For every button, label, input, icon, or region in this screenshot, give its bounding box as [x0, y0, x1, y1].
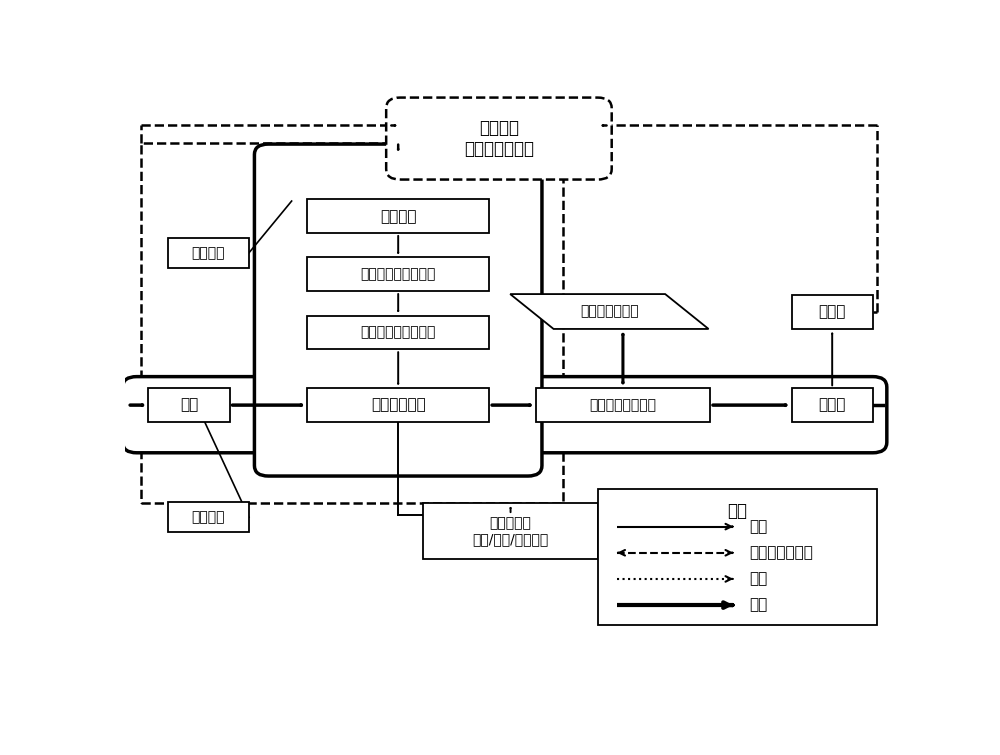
FancyBboxPatch shape: [792, 388, 873, 422]
Text: 控制和反馈信号: 控制和反馈信号: [749, 545, 813, 560]
Text: 液路模块: 液路模块: [192, 246, 225, 260]
Text: 样品和试剂混合系统: 样品和试剂混合系统: [360, 267, 436, 282]
Text: 检测器: 检测器: [818, 304, 846, 319]
FancyBboxPatch shape: [168, 502, 249, 532]
FancyBboxPatch shape: [598, 488, 877, 625]
FancyBboxPatch shape: [307, 388, 489, 422]
FancyBboxPatch shape: [148, 388, 230, 422]
Text: 气路: 气路: [749, 598, 767, 612]
Text: 反应和催化反应系统: 反应和催化反应系统: [360, 325, 436, 340]
Text: 光路: 光路: [749, 572, 767, 587]
FancyBboxPatch shape: [386, 97, 612, 180]
Text: 进样系统: 进样系统: [380, 208, 416, 223]
Text: 气液分离系统: 气液分离系统: [371, 398, 426, 413]
FancyBboxPatch shape: [307, 257, 489, 291]
Text: 渗水吸收干燥装置: 渗水吸收干燥装置: [589, 398, 656, 412]
Text: 传感器: 传感器: [818, 398, 846, 413]
FancyBboxPatch shape: [307, 199, 489, 233]
Text: 气路模块: 气路模块: [192, 510, 225, 524]
Text: 液路: 液路: [749, 519, 767, 534]
Text: 干燥循环风装置: 干燥循环风装置: [580, 304, 639, 319]
FancyBboxPatch shape: [423, 504, 598, 559]
Text: 废液、废气
排放/收集/处理系统: 废液、废气 排放/收集/处理系统: [472, 516, 549, 546]
FancyBboxPatch shape: [123, 377, 887, 453]
Polygon shape: [510, 294, 709, 329]
Text: 图例: 图例: [727, 501, 747, 519]
FancyBboxPatch shape: [792, 295, 873, 329]
Text: 控制模块
和信号处理系统: 控制模块 和信号处理系统: [464, 119, 534, 158]
Text: 气源: 气源: [180, 398, 198, 413]
FancyBboxPatch shape: [536, 388, 710, 422]
FancyBboxPatch shape: [307, 316, 489, 350]
FancyBboxPatch shape: [254, 144, 542, 476]
FancyBboxPatch shape: [168, 238, 249, 268]
